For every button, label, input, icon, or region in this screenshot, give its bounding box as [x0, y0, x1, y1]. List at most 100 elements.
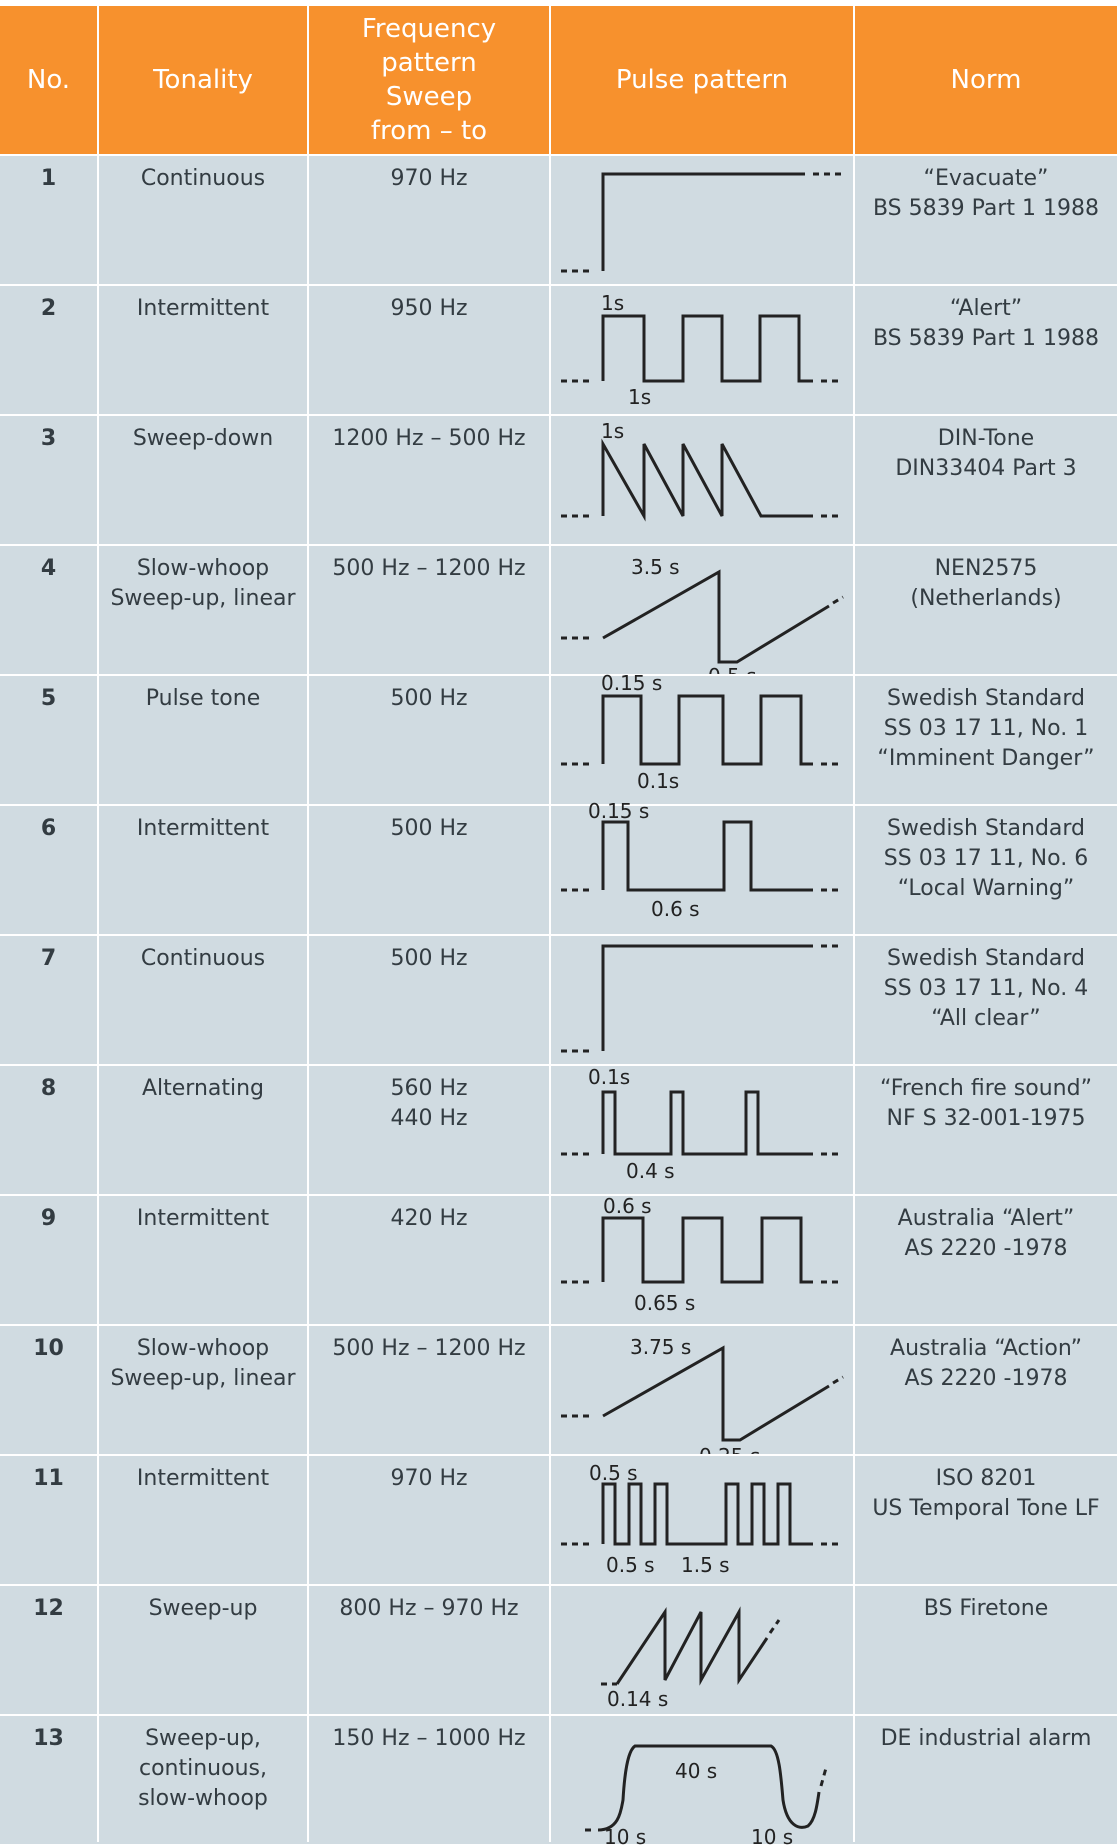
norm-cell: “Alert” BS 5839 Part 1 1988	[872, 296, 1100, 351]
tonality-cell: Continuous	[140, 946, 266, 971]
pulse-pattern-cell: 0.14 s	[551, 1586, 853, 1714]
tonality-cell: Intermittent	[136, 296, 270, 321]
pulse-waveform: 0.14 s	[601, 1606, 781, 1711]
frequency-cell: 1200 Hz – 500 Hz	[332, 426, 526, 451]
norm-cell: Swedish Standard SS 03 17 11, No. 4 “All…	[883, 946, 1089, 1031]
pulse-duration-label: 0.1s	[637, 769, 679, 793]
waveform-line	[601, 1216, 813, 1284]
header-norm: Norm	[950, 65, 1022, 95]
tonality-cell: Pulse tone	[145, 686, 261, 711]
pulse-duration-label: 10 s	[604, 1825, 646, 1848]
pulse-duration-label: 0.5 s	[589, 1461, 638, 1485]
waveform-line	[601, 1482, 813, 1546]
row-number: 8	[40, 1076, 57, 1101]
norm-cell: Swedish Standard SS 03 17 11, No. 6 “Loc…	[883, 816, 1089, 901]
pulse-pattern-cell: 0.5 s 0.5 s 1.5 s	[551, 1456, 853, 1584]
frequency-cell: 500 Hz – 1200 Hz	[332, 556, 526, 581]
header-no: No.	[26, 65, 71, 95]
row-number: 3	[40, 426, 57, 451]
row-number: 6	[40, 816, 57, 841]
waveform-line	[601, 172, 805, 271]
norm-cell: DIN-Tone DIN33404 Part 3	[895, 426, 1077, 481]
pulse-duration-label: 3.5 s	[631, 555, 680, 579]
row-number: 4	[40, 556, 57, 581]
pulse-duration-label: 0.6 s	[651, 897, 700, 921]
pulse-duration-label: 0.4 s	[626, 1159, 675, 1183]
pulse-waveform: 0.15 s 0.6 s	[561, 799, 843, 921]
row-number: 11	[33, 1466, 64, 1491]
row-number: 12	[33, 1596, 64, 1621]
norm-cell: ISO 8201 US Temporal Tone LF	[872, 1466, 1100, 1521]
pulse-duration-label: 0.6 s	[603, 1194, 652, 1218]
pulse-duration-label: 0.15 s	[588, 799, 649, 823]
table-header: No. Tonality Frequency pattern Sweep fro…	[0, 6, 1117, 154]
table-row: 6 Intermittent 500 Hz Swedish Standard SS 0…	[0, 799, 1117, 934]
pulse-waveform	[561, 944, 841, 1053]
pulse-waveform: 0.6 s 0.65 s	[561, 1194, 843, 1315]
tonality-cell: Sweep-up	[148, 1596, 258, 1621]
pulse-waveform: 3.5 s0.5 s	[561, 555, 844, 688]
waveform-line	[601, 314, 813, 383]
waveform-dashed-extension	[832, 1375, 844, 1385]
column-divider	[307, 6, 309, 1842]
pulse-waveform: 1s 1s	[561, 291, 843, 409]
waveform-line	[601, 694, 813, 766]
pulse-pattern-cell: 40 s 10 s 10 s	[551, 1716, 853, 1848]
pulse-waveform: 0.1s 0.4 s	[561, 1065, 843, 1183]
pulse-duration-label: 0.15 s	[601, 671, 662, 695]
pulse-pattern-cell: 3.75 s0.25 s	[551, 1326, 853, 1468]
table-row: 13 Sweep-up, continuous, slow-whoop 150 Hz…	[0, 1714, 1117, 1848]
norm-cell: BS Firetone	[923, 1596, 1049, 1621]
table-row: 1 Continuous 970 Hz “Evacuate” BS 5839 Part…	[0, 154, 1117, 284]
tonality-cell: Sweep-down	[132, 426, 274, 451]
tonality-cell: Slow-whoop Sweep-up, linear	[110, 556, 296, 611]
frequency-cell: 970 Hz	[390, 166, 468, 191]
row-number: 2	[40, 296, 57, 321]
table-row: 7 Continuous 500 Hz Swedish Standard SS 03 …	[0, 934, 1117, 1064]
pulse-pattern-cell: 0.15 s 0.1s	[551, 671, 853, 804]
waveform-line	[615, 1606, 769, 1686]
table-row: 10 Slow-whoop Sweep-up, linear 500 Hz – 12…	[0, 1324, 1117, 1468]
pulse-duration-label: 0.65 s	[634, 1291, 695, 1315]
table-row: 3 Sweep-down 1200 Hz – 500 Hz DIN-Tone DIN3…	[0, 414, 1117, 544]
frequency-cell: 500 Hz – 1200 Hz	[332, 1336, 526, 1361]
pulse-duration-label: 1.5 s	[681, 1553, 730, 1577]
pulse-waveform: 1s	[561, 419, 843, 522]
row-number: 5	[40, 686, 57, 711]
table-row: 9 Intermittent 420 Hz Australia “Alert” AS …	[0, 1194, 1117, 1324]
norm-cell: Swedish Standard SS 03 17 11, No. 1 “Imm…	[877, 686, 1095, 771]
pulse-duration-label: 40 s	[675, 1759, 717, 1783]
waveform-line	[597, 1744, 821, 1832]
pulse-duration-label: 1s	[601, 419, 624, 443]
tonality-cell: Intermittent	[136, 1206, 270, 1231]
pulse-waveform	[561, 172, 841, 273]
tonality-cell: Alternating	[141, 1076, 265, 1101]
pulse-duration-label: 0.5 s	[606, 1553, 655, 1577]
pulse-waveform: 3.75 s0.25 s	[561, 1335, 844, 1468]
pulse-waveform: 0.5 s 0.5 s 1.5 s	[561, 1461, 843, 1577]
row-number: 7	[40, 946, 57, 971]
tonality-cell: Intermittent	[136, 1466, 270, 1491]
pulse-duration-label: 1s	[628, 385, 651, 409]
pulse-pattern-cell	[551, 156, 853, 284]
row-number: 1	[40, 166, 57, 191]
header-frequency: Frequency pattern Sweep from – to	[361, 14, 497, 146]
waveform-line	[601, 944, 813, 1051]
pulse-duration-label: 1s	[601, 291, 624, 315]
tonality-cell: Continuous	[140, 166, 266, 191]
table-row: 2 Intermittent 950 Hz “Alert” BS 5839 Part …	[0, 284, 1117, 414]
waveform-dashed-extension	[768, 1619, 781, 1634]
waveform-line	[602, 1345, 830, 1442]
table-row: 4 Slow-whoop Sweep-up, linear 500 Hz – 120…	[0, 544, 1117, 688]
pulse-duration-label: 0.14 s	[607, 1687, 668, 1711]
table-row: 12 Sweep-up 800 Hz – 970 Hz BS Firetone 0.14…	[0, 1584, 1117, 1714]
column-divider	[549, 6, 551, 1842]
table-row: 5 Pulse tone 500 Hz Swedish Standard SS 03 …	[0, 671, 1117, 804]
frequency-cell: 420 Hz	[390, 1206, 468, 1231]
waveform-line	[601, 438, 813, 522]
row-number: 10	[33, 1336, 64, 1361]
frequency-cell: 970 Hz	[390, 1466, 468, 1491]
waveform-dashed-extension	[819, 1767, 828, 1787]
pulse-pattern-cell: 1s 1s	[551, 286, 853, 414]
pulse-duration-label: 0.1s	[588, 1065, 630, 1089]
